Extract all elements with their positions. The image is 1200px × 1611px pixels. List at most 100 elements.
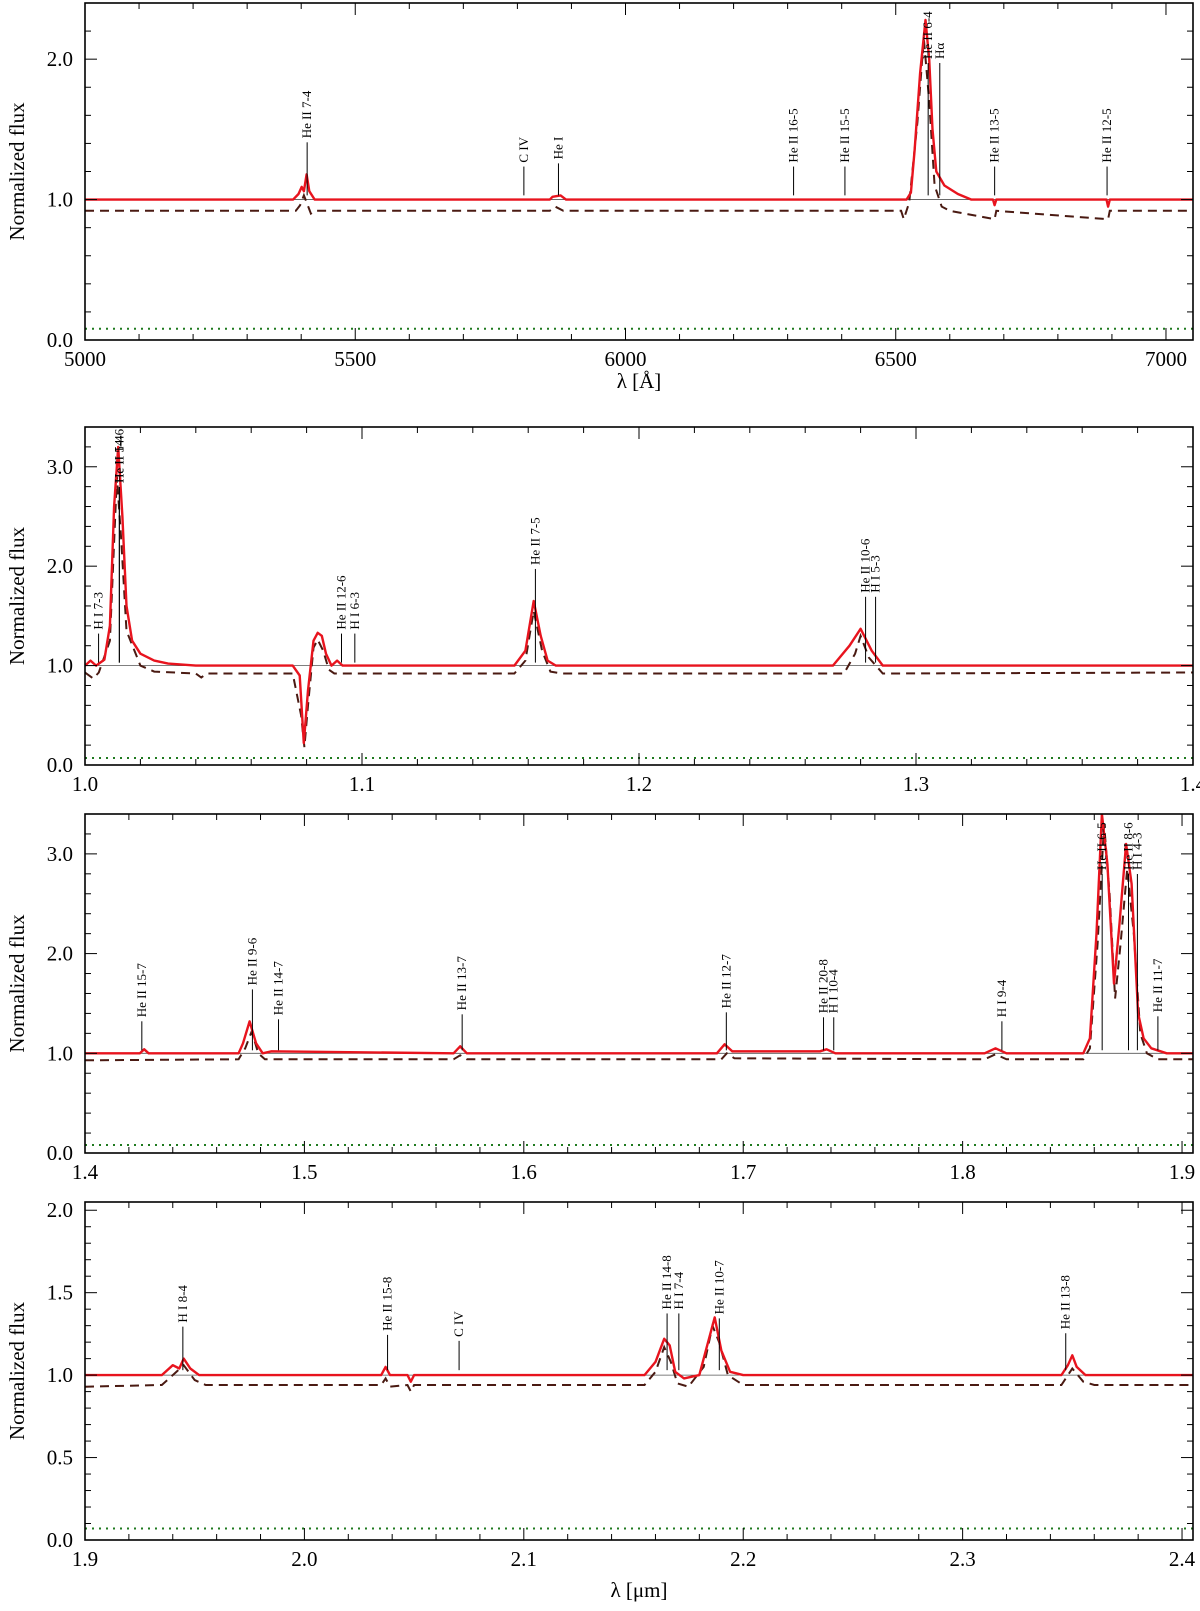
line-id-label: He II 5-4	[111, 435, 126, 483]
line-id-label: He II 13-8	[1058, 1275, 1073, 1329]
panel-near-ir-3: 1.9 2.0 2.1 2.2 2.3 2.4 0.0 0.5 1.0 1.5 2.0 Normali…	[5, 1198, 1196, 1602]
line-id-label: He II 10-7	[711, 1260, 726, 1315]
y-axis-label: Normalized flux	[5, 1301, 29, 1440]
y-axis-label: Normalized flux	[5, 526, 29, 665]
line-id-label: He II 10-6	[858, 538, 873, 593]
x-tick-label: 1.3	[903, 772, 929, 796]
line-id-label: He II 9-6	[244, 937, 259, 985]
model-spectrum	[85, 476, 1193, 748]
x-tick-label: 5500	[334, 347, 376, 371]
line-id-label: He II 13-5	[987, 108, 1002, 162]
plot-area	[85, 18, 1193, 330]
x-tick-label: 1.9	[1169, 1160, 1195, 1184]
plot-area	[85, 1316, 1193, 1530]
x-tick-label: 6000	[604, 347, 646, 371]
line-id-label: He II 13-7	[454, 956, 469, 1011]
panel-optical: 5000 5500 6000 6500 7000 0.0 1.0 2.0 Normalized …	[5, 2, 1194, 393]
line-id-label: He II 14-6	[111, 428, 126, 483]
x-tick-label: 1.4	[1180, 772, 1200, 796]
line-id-label: He II 15-5	[837, 108, 852, 162]
y-tick-label: 2.0	[47, 1198, 73, 1222]
y-axis-label: Normalized flux	[5, 914, 29, 1053]
line-id-label: He II 15-8	[380, 1277, 395, 1331]
line-id-label: H I 6-3	[347, 592, 362, 630]
observed-spectrum	[85, 445, 1193, 745]
line-id-label: He II 12-7	[718, 954, 733, 1009]
plot-frame	[84, 2, 1194, 341]
line-id-label: He II 8-6	[1120, 822, 1135, 870]
line-id-label: H I 10-4	[826, 969, 841, 1014]
line-id-label: H I 9-4	[994, 979, 1009, 1017]
y-tick-label: 0.5	[47, 1446, 73, 1470]
y-tick-label: 0.0	[47, 1141, 73, 1165]
model-spectrum	[85, 38, 1193, 223]
plot-area	[85, 814, 1193, 1147]
line-id-label: C IV	[451, 1311, 466, 1337]
line-id-label: He II 11-7	[1150, 958, 1165, 1012]
line-id-label: Hα	[932, 43, 947, 59]
y-tick-label: 1.0	[47, 1041, 73, 1065]
x-tick-label: 1.1	[349, 772, 375, 796]
x-tick-label: 1.6	[511, 1160, 537, 1184]
x-tick-label: 1.2	[626, 772, 652, 796]
panel-near-ir-2: 1.4 1.5 1.6 1.7 1.8 1.9 0.0 1.0 2.0 3.0 Normalized…	[5, 813, 1195, 1184]
line-id-label: H I 8-4	[175, 1285, 190, 1323]
y-tick-label: 2.0	[47, 554, 73, 578]
line-id-label: He II 6-4	[920, 11, 935, 59]
line-id-label: He II 12-6	[334, 575, 349, 630]
line-id-label: He II 15-7	[134, 963, 149, 1018]
plot-frame	[84, 426, 1194, 766]
x-tick-label: 2.0	[291, 1547, 317, 1571]
y-tick-label: 3.0	[47, 455, 73, 479]
line-id-label: H I 7-4	[671, 1271, 686, 1309]
line-id-label: He II 16-5	[786, 108, 801, 162]
line-id-label: He II 12-5	[1099, 108, 1114, 162]
line-id-label: He I	[550, 137, 565, 160]
y-tick-label: 3.0	[47, 842, 73, 866]
y-tick-label: 1.5	[47, 1281, 73, 1305]
model-spectrum	[85, 823, 1193, 1062]
y-tick-label: 1.0	[47, 654, 73, 678]
y-tick-label: 0.0	[47, 1528, 73, 1552]
line-id-label: H I 4-3	[1129, 832, 1144, 870]
x-tick-label: 1.4	[72, 1160, 99, 1184]
line-id-label: He II 14-7	[271, 961, 286, 1016]
line-id-label: He II 6-5	[1094, 822, 1109, 870]
x-tick-label: 2.4	[1169, 1547, 1196, 1571]
x-tick-label: 1.8	[949, 1160, 975, 1184]
y-tick-label: 0.0	[47, 753, 73, 777]
y-tick-label: 2.0	[47, 47, 73, 71]
x-axis-label: λ [Å]	[617, 369, 662, 393]
line-id-label: He II 14-8	[659, 1255, 674, 1309]
x-axis-label: λ [μm]	[610, 1578, 667, 1602]
line-id-label: He II 7-4	[299, 90, 314, 138]
x-tick-label: 1.0	[72, 772, 98, 796]
line-id-label: H I 7-3	[91, 592, 106, 630]
x-tick-label: 7000	[1145, 347, 1187, 371]
y-tick-label: 2.0	[47, 942, 73, 966]
x-tick-label: 2.3	[949, 1547, 975, 1571]
y-tick-label: 0.0	[47, 328, 73, 352]
line-id-label: He II 20-8	[816, 959, 831, 1013]
x-tick-label: 1.7	[730, 1160, 756, 1184]
plot-frame	[84, 1201, 1194, 1541]
x-tick-label: 1.5	[291, 1160, 317, 1184]
observed-spectrum	[85, 1316, 1193, 1383]
x-tick-label: 6500	[875, 347, 917, 371]
line-id-label: C IV	[516, 136, 531, 162]
line-id-label: He II 7-5	[527, 517, 542, 565]
observed-spectrum	[85, 18, 1193, 208]
plot-frame	[84, 813, 1194, 1154]
y-axis-label: Normalized flux	[5, 102, 29, 241]
x-tick-label: 2.2	[730, 1547, 756, 1571]
x-tick-label: 1.9	[72, 1547, 98, 1571]
y-tick-label: 1.0	[47, 188, 73, 212]
x-tick-label: 2.1	[511, 1547, 537, 1571]
plot-area	[85, 445, 1193, 760]
model-spectrum	[85, 1322, 1193, 1394]
y-tick-label: 1.0	[47, 1363, 73, 1387]
observed-spectrum	[85, 814, 1193, 1055]
line-id-label: H I 5-3	[868, 555, 883, 593]
